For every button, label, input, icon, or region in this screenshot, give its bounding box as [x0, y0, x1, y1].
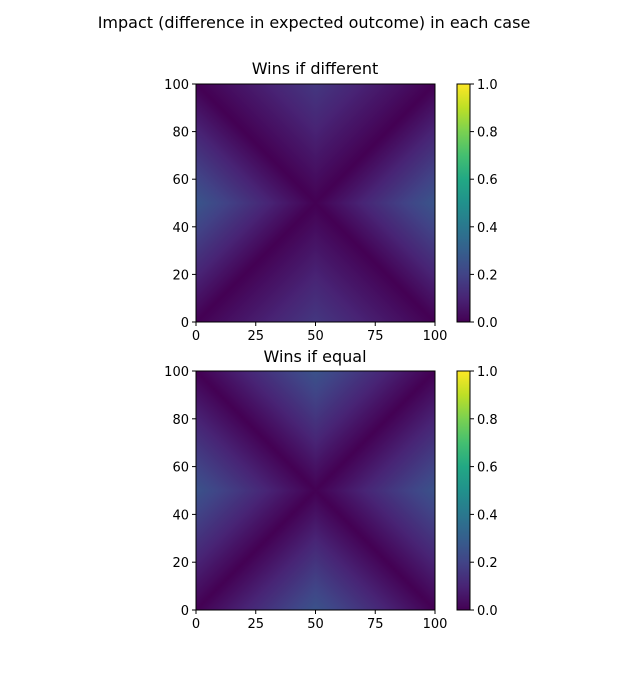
- y-tick-label: 0: [181, 316, 189, 331]
- y-tick-label: 20: [172, 556, 189, 571]
- panel-title: Wins if equal: [263, 347, 366, 366]
- x-tick-label: 75: [367, 329, 384, 344]
- y-tick-label: 60: [172, 461, 189, 476]
- x-axis: 0 25 50 75 100: [192, 322, 448, 344]
- y-tick-label: 20: [172, 268, 189, 283]
- y-tick-label: 60: [172, 173, 189, 188]
- colorbar-tick-label: 0.2: [477, 556, 498, 571]
- colorbar-gradient: [456, 370, 471, 611]
- x-tick-label: 25: [247, 617, 264, 632]
- heatmap-image: [196, 371, 435, 610]
- y-axis: 0 20 40 60 80 100: [164, 78, 196, 331]
- heatmap-plot-area: [195, 83, 436, 323]
- x-tick-label: 50: [307, 617, 324, 632]
- y-tick-label: 80: [172, 126, 189, 141]
- y-tick-label: 40: [172, 221, 189, 236]
- colorbar-tick-label: 0.0: [477, 604, 498, 619]
- heatmap-panel-wins-if-equal: Wins if equal 0 25 50 75 100 0 20 40 60 80 100 0.…: [164, 347, 498, 632]
- colorbar-tick-label: 0.0: [477, 316, 498, 331]
- colorbar-tick-label: 0.4: [477, 508, 498, 523]
- colorbar-tick-label: 1.0: [477, 78, 498, 93]
- colorbar-tick-label: 1.0: [477, 365, 498, 380]
- colorbar: 0.0 0.2 0.4 0.6 0.8 1.0: [456, 78, 498, 331]
- x-tick-label: 100: [423, 329, 448, 344]
- colorbar-tick-label: 0.6: [477, 461, 498, 476]
- x-tick-label: 100: [423, 617, 448, 632]
- x-tick-label: 0: [192, 329, 200, 344]
- y-tick-label: 100: [164, 365, 189, 380]
- y-tick-label: 40: [172, 508, 189, 523]
- x-tick-label: 25: [247, 329, 264, 344]
- panel-title: Wins if different: [252, 59, 379, 78]
- heatmap-image: [196, 84, 435, 322]
- heatmap-plot-area: [195, 370, 436, 611]
- y-tick-label: 80: [172, 413, 189, 428]
- colorbar-tick-label: 0.2: [477, 268, 498, 283]
- heatmap-panel-wins-if-different: Wins if different 0 25 50 75 100 0 20 40 60 80 10…: [164, 59, 498, 344]
- colorbar-tick-label: 0.8: [477, 126, 498, 141]
- colorbar-tick-label: 0.8: [477, 413, 498, 428]
- colorbar-gradient: [456, 83, 471, 323]
- x-tick-label: 50: [307, 329, 324, 344]
- y-axis: 0 20 40 60 80 100: [164, 365, 196, 619]
- figure-suptitle: Impact (difference in expected outcome) …: [98, 13, 531, 32]
- x-axis: 0 25 50 75 100: [192, 610, 448, 632]
- y-tick-label: 100: [164, 78, 189, 93]
- colorbar-tick-label: 0.6: [477, 173, 498, 188]
- x-tick-label: 0: [192, 617, 200, 632]
- y-tick-label: 0: [181, 604, 189, 619]
- colorbar-tick-label: 0.4: [477, 221, 498, 236]
- x-tick-label: 75: [367, 617, 384, 632]
- colorbar: 0.0 0.2 0.4 0.6 0.8 1.0: [456, 365, 498, 619]
